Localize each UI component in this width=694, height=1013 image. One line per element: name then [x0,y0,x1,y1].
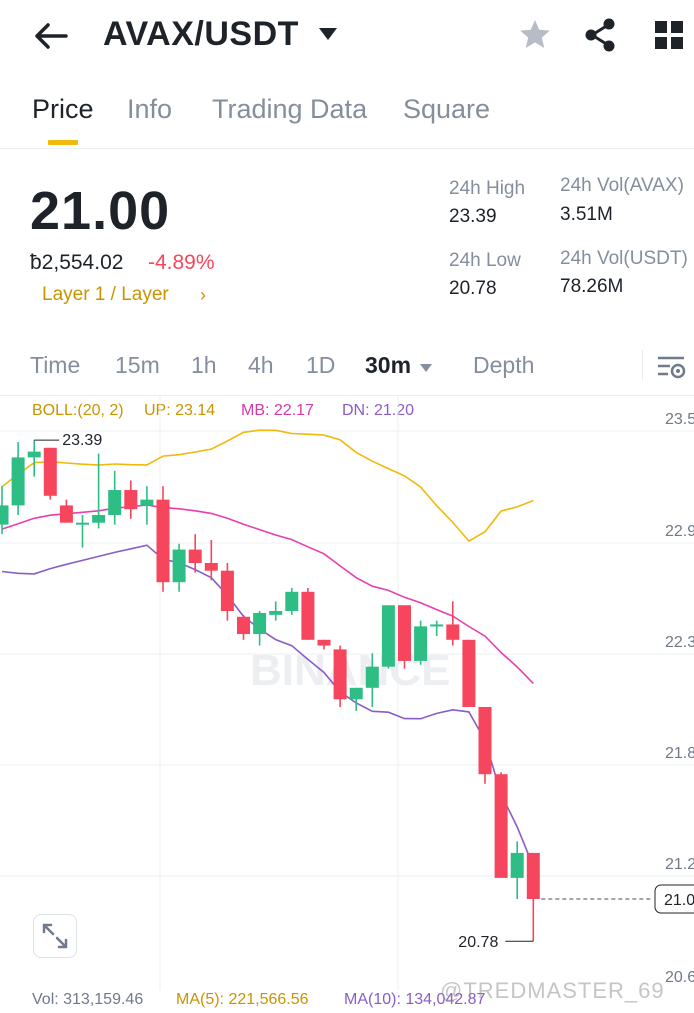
boll-dn: DN: 21.20 [342,402,415,419]
interval-bar: Time 15m 1h 4h 1D 30m Depth [0,340,694,396]
y-axis-tick: 21.2 [665,856,694,873]
low-label: 24h Low [449,250,521,271]
chevron-right-icon[interactable]: › [200,285,206,305]
interval-30m[interactable]: 30m [365,352,412,378]
candle-down [124,490,138,510]
interval-1d[interactable]: 1D [306,352,336,378]
y-axis-tick: 23.5 [665,411,694,428]
candle-up [0,505,9,525]
candle-down [333,649,347,700]
candle-up [253,612,267,635]
candle-down [526,852,540,899]
candle-up [414,626,428,661]
y-axis-tick: 20.6 [665,969,694,986]
active-tab-indicator [48,140,78,145]
volume-value: Vol: 313,159.46 [32,991,144,1008]
interval-4h[interactable]: 4h [248,352,274,378]
candle-up [349,687,363,700]
expand-chart-button[interactable] [33,914,77,958]
interval-time[interactable]: Time [30,352,81,378]
chart-settings-icon[interactable] [656,354,686,380]
candle-up [76,522,89,525]
boll-mb: MB: 22.17 [241,402,314,419]
caret-down-icon[interactable] [318,27,338,41]
last-price-badge [654,884,694,914]
price-change: -4.89% [148,251,215,274]
candle-up [365,666,379,688]
boll-up: UP: 23.14 [144,402,216,419]
candle-down [188,549,202,563]
top-bar: AVAX/USDT [0,0,694,75]
main-tabs: Price Info Trading Data Square [0,88,694,149]
vol-avax-value: 3.51M [560,204,613,225]
tab-info[interactable]: Info [127,94,173,124]
high-value: 23.39 [449,206,497,227]
candle-down [43,447,57,496]
share-icon[interactable] [582,17,618,53]
last-price-label: 21.00 [664,892,694,909]
grid-menu-icon[interactable] [655,21,683,49]
y-axis-tick: 22.9 [665,523,694,540]
candle-down [204,563,218,571]
low-value: 20.78 [449,278,497,299]
low-marker-label: 20.78 [458,934,498,951]
boll-label: BOLL:(20, 2) [32,402,124,419]
pair-title[interactable]: AVAX/USDT [103,15,299,53]
vol-usdt-label: 24h Vol(USDT) [560,248,688,269]
expand-icon [42,923,68,949]
user-watermark: @TREDMASTER_69 [440,978,665,1003]
boll-lower-line [1,544,535,867]
candle-up [510,852,524,878]
candle-up [172,549,186,583]
candle-down [237,616,250,635]
candle-up [381,605,395,667]
vol-usdt-value: 78.26M [560,276,624,297]
interval-15m[interactable]: 15m [115,352,160,378]
candle-up [269,611,283,615]
tab-price[interactable]: Price [32,94,94,124]
volume-ma5: MA(5): 221,566.56 [176,991,309,1008]
candle-down [317,639,331,646]
interval-1h[interactable]: 1h [191,352,217,378]
caret-down-icon[interactable] [419,363,433,373]
candle-down [462,639,476,707]
high-label: 24h High [449,178,526,199]
star-icon[interactable] [518,18,552,52]
boll-upper-line [1,429,534,543]
candle-up [11,457,25,506]
last-price: 21.00 [30,181,171,241]
y-axis-tick: 22.3 [665,634,694,651]
candle-down [494,774,508,878]
candle-down [220,570,234,611]
candle-up [92,515,106,523]
fiat-price: ƀ2,554.02 [30,251,124,274]
candle-up [285,591,299,611]
tab-trading-data[interactable]: Trading Data [212,94,368,124]
boll-middle-line [1,504,534,684]
volume-ma10: MA(10): 134,042.87 [344,991,486,1008]
candle-down [59,505,73,523]
y-axis-tick: 21.8 [665,745,694,762]
divider [642,350,643,380]
candle-up [27,451,41,458]
candle-down [478,707,492,775]
candle-up [140,499,154,506]
candle-down [398,605,411,661]
back-arrow-icon[interactable] [30,18,70,54]
candlestick-chart[interactable]: BINANCE 23.522.922.321.821.220.6 23.3920… [0,395,694,990]
tab-square[interactable]: Square [403,94,491,124]
category-tag[interactable]: Layer 1 / Layer [42,284,169,305]
vol-avax-label: 24h Vol(AVAX) [560,175,684,196]
candle-up [108,490,122,515]
interval-depth[interactable]: Depth [473,352,535,378]
candle-down [156,499,170,583]
candle-down [446,624,460,640]
high-marker-label: 23.39 [62,432,102,449]
candle-down [301,591,315,640]
candle-up [430,624,444,627]
